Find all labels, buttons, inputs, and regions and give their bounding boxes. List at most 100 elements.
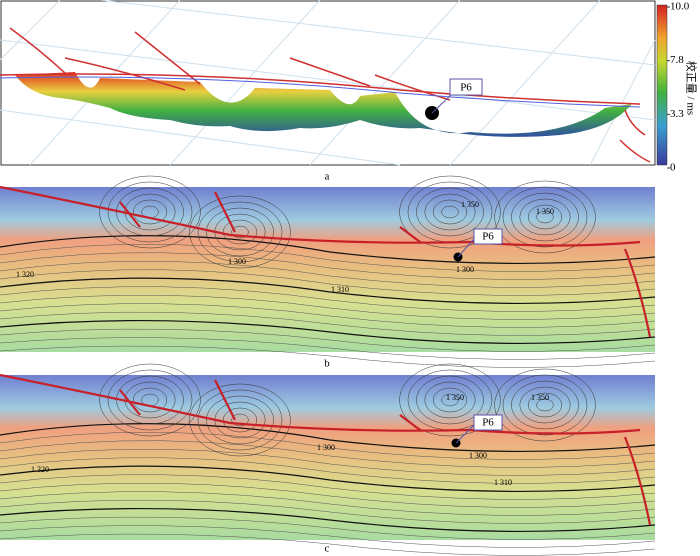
well-label: P6 (482, 231, 494, 243)
contour-line (399, 363, 501, 437)
contour-line (0, 303, 656, 328)
contour-line (0, 440, 656, 468)
panel-label: b (324, 358, 330, 370)
map-surface (0, 375, 655, 540)
contour-line (222, 219, 258, 245)
contour-line (222, 407, 258, 433)
contour-line (107, 369, 193, 431)
contour-line (0, 499, 656, 524)
well-label: P6 (482, 417, 494, 429)
contour-line (432, 199, 468, 225)
contour-line (494, 368, 596, 442)
contour-label: 1 350 (531, 393, 549, 402)
contour-line (231, 413, 249, 427)
panel-label: c (325, 543, 330, 555)
contour-line (536, 210, 554, 224)
contour-line (424, 381, 476, 419)
contour-line (99, 175, 201, 249)
contour-line (0, 319, 656, 345)
well-label: P6 (460, 82, 472, 94)
contour-line (197, 201, 283, 263)
contour-line (441, 393, 459, 407)
contour-line (0, 269, 656, 296)
contour-line (416, 187, 484, 237)
contour-line (99, 363, 201, 437)
contour-line (132, 387, 168, 413)
contour-line (107, 181, 193, 243)
colorbar-tick-label: 0 (670, 162, 676, 174)
contour-label: 1 300 (317, 443, 335, 452)
contour-line (0, 507, 656, 533)
colorbar-tick-label: 7.8 (670, 54, 684, 66)
contour-label: 1 320 (31, 465, 49, 474)
contour-line (116, 375, 184, 425)
colorbar-tick-label: 3.3 (670, 108, 684, 120)
contour-line (432, 387, 468, 413)
well-leader (457, 238, 475, 258)
contour-line (494, 180, 596, 254)
contour-line (231, 225, 249, 239)
contour-line (0, 465, 656, 493)
contour-line (527, 204, 563, 230)
well-leader (455, 424, 475, 444)
contour-line (0, 423, 656, 453)
panel-b: 1 350 1 350 1 300 1 300 1 310 1 320 P6 (0, 175, 656, 368)
colorbar-tick-label: 10.0 (670, 1, 690, 13)
contour-label: 1 310 (494, 478, 512, 487)
contour-line (0, 516, 656, 540)
contour-line (0, 277, 656, 305)
contour-line (416, 375, 484, 425)
contour-line (424, 193, 476, 231)
contour-line (0, 533, 656, 556)
contour-line (519, 198, 571, 236)
contour-line (0, 286, 656, 312)
contour-line (0, 431, 656, 460)
contour-line (502, 186, 588, 248)
contour-label: 1 300 (469, 451, 487, 460)
contour-line (0, 328, 656, 352)
contour-label: 1 350 (536, 207, 554, 216)
contour-line (206, 207, 274, 257)
contour-line (0, 311, 656, 336)
contour-line (519, 386, 571, 424)
map-surface (0, 187, 655, 352)
contour-line (0, 345, 656, 368)
contour-line (0, 252, 656, 280)
contour-line (511, 192, 579, 242)
contour-label: 1 310 (331, 285, 349, 294)
contour-line (511, 380, 579, 430)
contour-line (0, 491, 656, 516)
contour-label: 1 350 (446, 393, 464, 402)
fault (0, 373, 652, 526)
contour-line (0, 260, 656, 288)
contour-line (189, 383, 291, 457)
contour-line (0, 474, 656, 500)
colorbar-title: 校正量 / ms (684, 61, 698, 115)
contour-line (536, 398, 554, 412)
contour-line (0, 243, 656, 272)
fault (0, 185, 652, 338)
panel-c: 1 350 1 350 1 300 1 300 1 310 1 320 P6 (0, 363, 656, 556)
panel-a: P6 (0, 0, 656, 166)
contour-line (441, 205, 459, 219)
contour-line (0, 294, 656, 320)
contour-label: 1 320 (16, 270, 34, 279)
contour-line (502, 374, 588, 436)
contour-line (206, 395, 274, 445)
contour-line (0, 235, 656, 265)
panel-label: a (325, 171, 330, 183)
contour-line (189, 195, 291, 269)
contour-line (197, 389, 283, 451)
contour-line (0, 337, 656, 360)
contour-line (527, 392, 563, 418)
contour-label: 1 300 (456, 265, 474, 274)
contour-line (0, 525, 656, 548)
contour-label: 1 350 (461, 200, 479, 209)
contour-line (116, 187, 184, 237)
contour-line (0, 448, 656, 476)
colorbar: 校正量 / ms (656, 4, 698, 166)
contour-line (0, 482, 656, 508)
contour-line (0, 457, 656, 484)
contour-line (399, 175, 501, 249)
